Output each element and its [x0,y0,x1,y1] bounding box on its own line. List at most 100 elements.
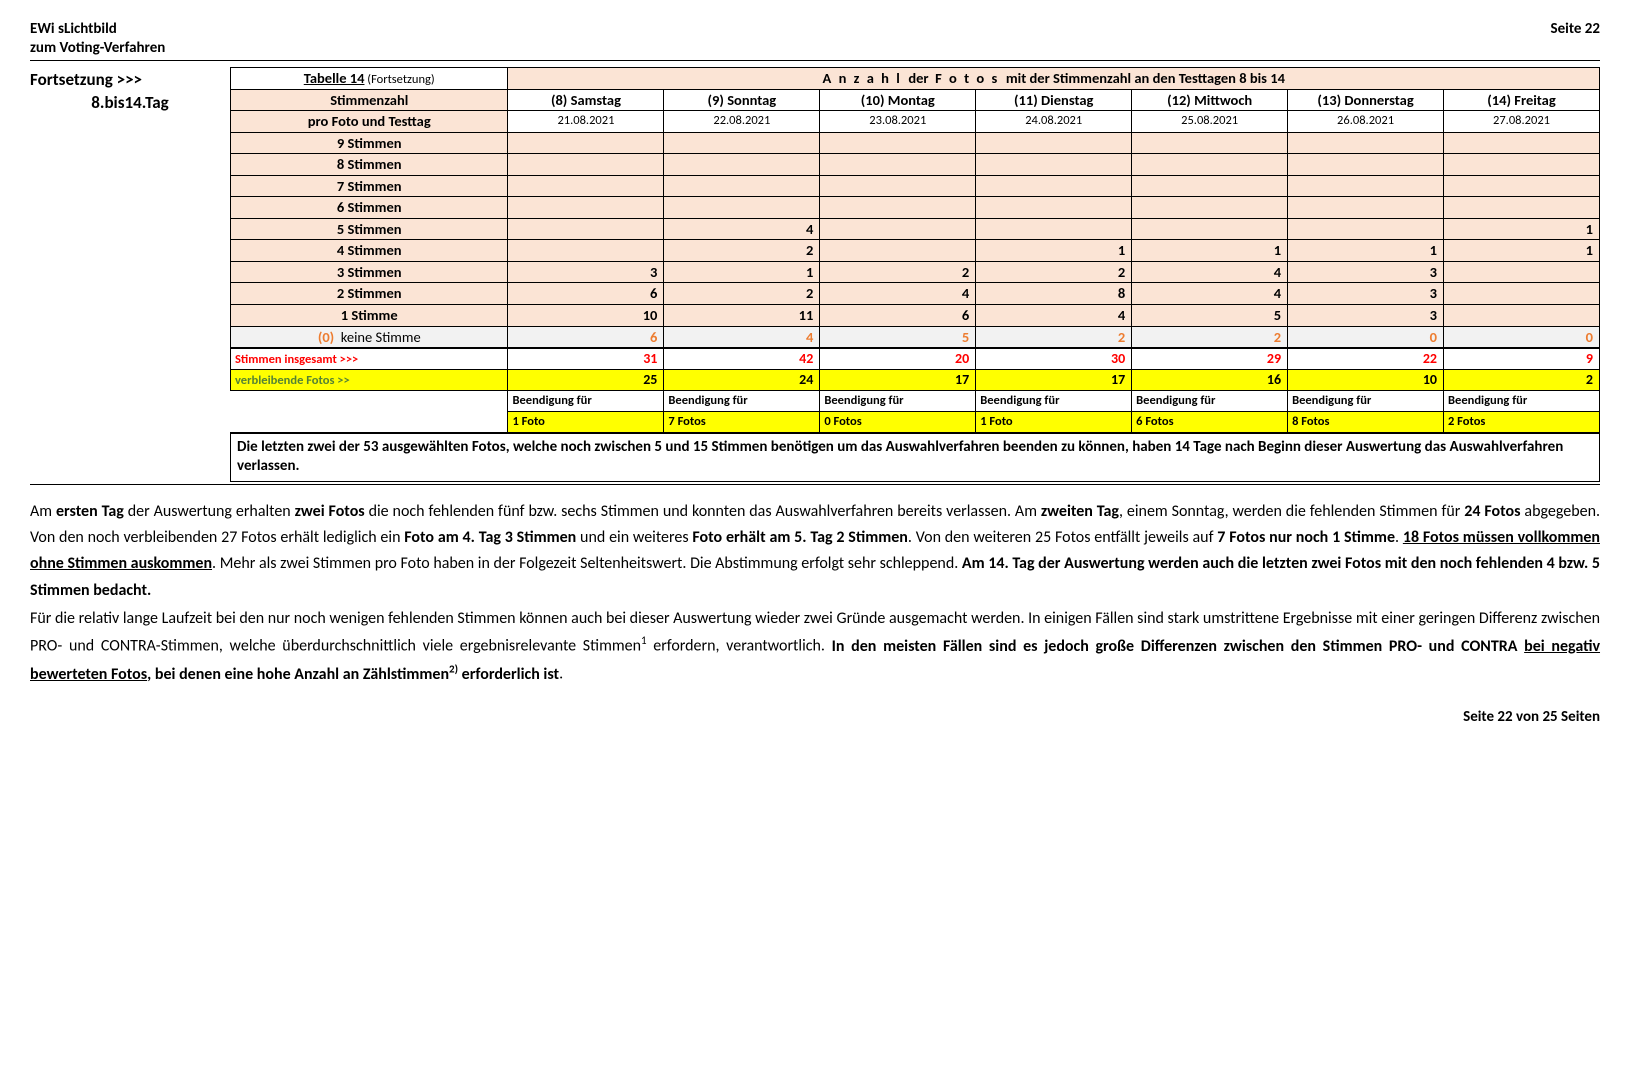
day-date: 26.08.2021 [1288,111,1444,133]
end-cell: 6 Fotos [1132,412,1288,434]
data-cell [976,175,1132,197]
remain-cell: 17 [820,370,976,391]
side-line2: 8.bis14.Tag [30,92,230,113]
data-cell [1444,132,1600,154]
data-cell [820,154,976,176]
end-label: Beendigung für [976,391,1132,412]
total-cell: 22 [1288,348,1444,370]
spacer [231,391,508,412]
data-cell [508,175,664,197]
data-cell [664,154,820,176]
end-label: Beendigung für [1444,391,1600,412]
data-cell: 4 [1132,283,1288,305]
end-cell: 7 Fotos [664,412,820,434]
doc-title-1: EWi sLichtbild [30,20,165,39]
data-cell [1288,197,1444,219]
total-cell: 29 [1132,348,1288,370]
data-cell [1444,197,1600,219]
table-14: Tabelle 14 (Fortsetzung)A n z a h l der … [230,67,1600,482]
row-label: 8 Stimmen [231,154,508,176]
data-cell [664,197,820,219]
remain-cell: 17 [976,370,1132,391]
divider [30,484,1600,485]
data-cell [820,175,976,197]
total-cell: 30 [976,348,1132,370]
data-cell: 3 [1288,304,1444,326]
row-label: 3 Stimmen [231,261,508,283]
table-banner: A n z a h l der F o t o s mit der Stimme… [508,67,1600,89]
data-cell: 1 [664,261,820,283]
spacer [231,412,508,434]
data-cell: 11 [664,304,820,326]
zero-cell: 0 [1444,326,1600,348]
paragraph-1: Am ersten Tag der Auswertung erhalten zw… [30,499,1600,605]
end-cell: 8 Fotos [1288,412,1444,434]
remain-cell: 2 [1444,370,1600,391]
row-label: 1 Stimme [231,304,508,326]
data-cell: 4 [820,283,976,305]
page-number-top: Seite 22 [1551,20,1601,58]
data-cell: 2 [976,261,1132,283]
data-cell [664,175,820,197]
total-cell: 20 [820,348,976,370]
data-cell [1132,132,1288,154]
data-cell [976,132,1132,154]
doc-title-2: zum Voting-Verfahren [30,39,165,58]
remain-cell: 16 [1132,370,1288,391]
day-header: (14) Freitag [1444,89,1600,111]
end-label: Beendigung für [664,391,820,412]
end-cell: 1 Foto [508,412,664,434]
row-label: 7 Stimmen [231,175,508,197]
data-cell [1132,218,1288,240]
data-cell [976,197,1132,219]
table-caption: Tabelle 14 (Fortsetzung) [231,67,508,89]
page-header: EWi sLichtbild zum Voting-Verfahren Seit… [30,20,1600,58]
data-cell: 8 [976,283,1132,305]
data-cell: 3 [1288,261,1444,283]
data-cell [508,240,664,262]
data-cell [1288,154,1444,176]
day-date: 23.08.2021 [820,111,976,133]
side-line1: Fortsetzung >>> [30,69,230,90]
data-cell [1132,197,1288,219]
end-label: Beendigung für [1132,391,1288,412]
zero-cell: 4 [664,326,820,348]
divider [30,60,1600,61]
data-cell [820,240,976,262]
zero-cell: 2 [976,326,1132,348]
day-header: (13) Donnerstag [1288,89,1444,111]
day-header: (12) Mittwoch [1132,89,1288,111]
data-cell [1444,304,1600,326]
body-text: Am ersten Tag der Auswertung erhalten zw… [30,499,1600,688]
page-footer: Seite 22 von 25 Seiten [30,708,1600,726]
day-header: (8) Samstag [508,89,664,111]
data-cell [976,154,1132,176]
section-side-label: Fortsetzung >>> 8.bis14.Tag [30,67,230,113]
row-label: 9 Stimmen [231,132,508,154]
data-cell: 6 [820,304,976,326]
rowhdr-2: pro Foto und Testtag [231,111,508,133]
total-cell: 42 [664,348,820,370]
zero-cell: 2 [1132,326,1288,348]
data-cell [820,197,976,219]
rowhdr-1: Stimmenzahl [231,89,508,111]
table-note: Die letzten zwei der 53 ausgewählten Fot… [231,433,1600,481]
row-label: 4 Stimmen [231,240,508,262]
day-date: 27.08.2021 [1444,111,1600,133]
data-cell [1288,175,1444,197]
data-cell [820,132,976,154]
data-cell: 2 [820,261,976,283]
zero-label: (0) keine Stimme [231,326,508,348]
total-cell: 9 [1444,348,1600,370]
data-cell: 3 [1288,283,1444,305]
day-header: (11) Dienstag [976,89,1132,111]
data-cell [1288,218,1444,240]
data-cell [1132,175,1288,197]
zero-cell: 5 [820,326,976,348]
total-label: Stimmen insgesamt >>> [231,348,508,370]
data-cell [1444,261,1600,283]
data-cell [508,132,664,154]
end-label: Beendigung für [508,391,664,412]
day-header: (10) Montag [820,89,976,111]
data-cell: 6 [508,283,664,305]
